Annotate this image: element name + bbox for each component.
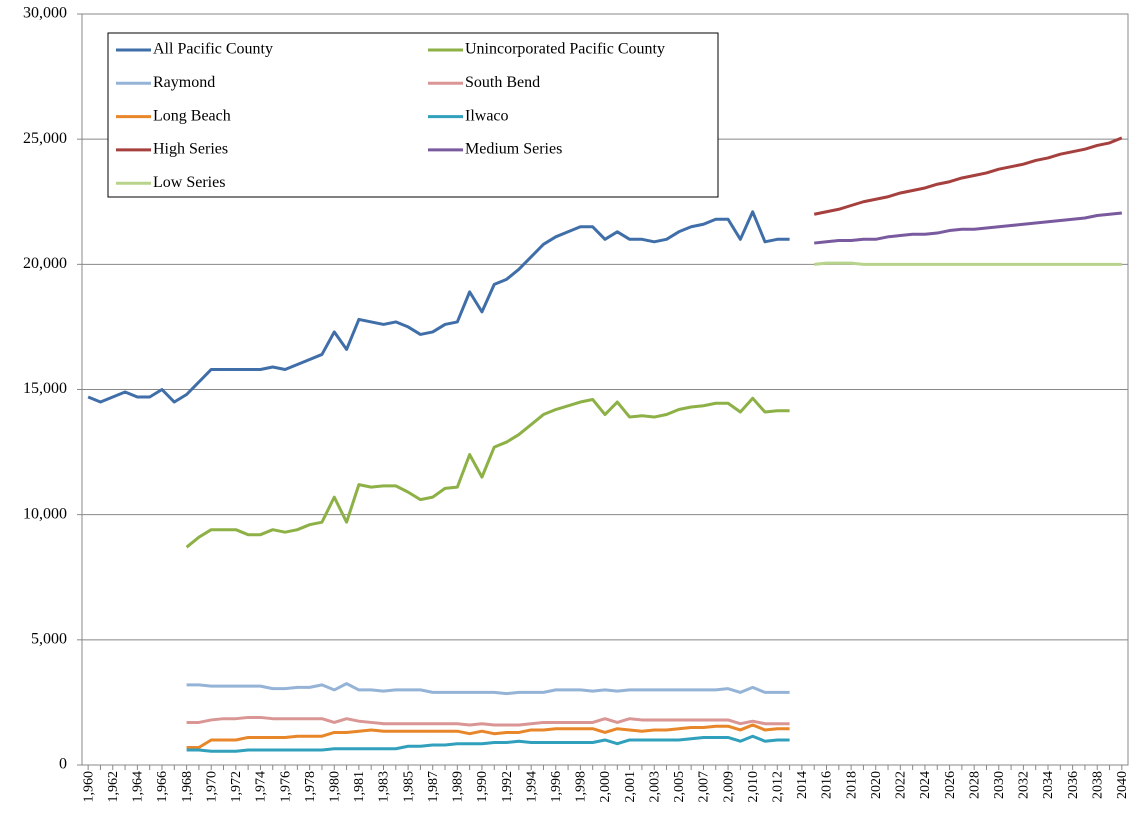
x-tick-label: 1,968	[180, 771, 195, 803]
x-tick-label: 2,001	[623, 771, 638, 803]
legend-label: Ilwaco	[465, 107, 509, 124]
x-tick-label: 2020	[869, 771, 884, 799]
x-tick-label: 1,970	[204, 771, 219, 803]
x-tick-label: 1,998	[574, 771, 589, 803]
x-tick-label: 2030	[992, 771, 1007, 799]
y-tick-label: 0	[59, 756, 67, 773]
x-tick-label: 2038	[1090, 771, 1105, 799]
x-tick-label: 2014	[795, 771, 810, 799]
x-tick-label: 1,992	[500, 771, 515, 803]
x-tick-label: 2034	[1041, 771, 1056, 799]
x-tick-label: 1,962	[106, 771, 121, 803]
legend-box	[107, 32, 719, 198]
x-tick-label: 2,003	[647, 771, 662, 803]
series-line	[186, 715, 790, 727]
x-tick-label: 1,985	[401, 771, 416, 803]
legend-label: South Bend	[465, 74, 540, 91]
legend-label: Unincorporated Pacific County	[465, 41, 665, 58]
series-line	[185, 396, 790, 549]
series-line	[814, 261, 1122, 266]
x-tick-label: 2,009	[721, 771, 736, 803]
x-tick-label: 2024	[918, 771, 933, 799]
x-tick-label: 2,010	[746, 771, 761, 803]
legend-label: High Series	[153, 141, 228, 158]
x-tick-label: 1,974	[254, 771, 269, 803]
x-tick-label: 2026	[943, 771, 958, 799]
x-tick-label: 2,000	[598, 771, 613, 803]
x-tick-label: 2032	[1017, 771, 1032, 799]
x-tick-label: 1,966	[155, 771, 170, 803]
legend-label: Long Beach	[153, 107, 231, 124]
legend-label: Medium Series	[465, 141, 562, 158]
x-tick-label: 1,989	[451, 771, 466, 803]
series-line	[186, 723, 790, 749]
x-tick-label: 2,012	[771, 771, 786, 803]
x-tick-label: 2,007	[697, 771, 712, 803]
x-tick-label: 1,964	[131, 771, 146, 803]
x-tick-label: 2040	[1115, 771, 1130, 799]
x-tick-label: 2022	[894, 771, 909, 799]
legend-label: Raymond	[153, 74, 215, 91]
y-tick-label: 5,000	[31, 631, 67, 648]
legend-label: Low Series	[153, 174, 225, 191]
x-tick-label: 1,981	[352, 771, 367, 803]
legend-label: All Pacific County	[153, 41, 273, 58]
legend: All Pacific County Unincorporated Pacific…	[107, 32, 719, 198]
x-tick-label: 1,990	[475, 771, 490, 803]
x-tick-label: 1,960	[81, 771, 96, 803]
x-tick-label: 2016	[820, 771, 835, 799]
series-line	[186, 682, 790, 696]
x-tick-label: 1,978	[303, 771, 318, 803]
series-line	[813, 136, 1123, 216]
series-line	[186, 734, 790, 753]
x-tick-label: 2,005	[672, 771, 687, 803]
y-tick-label: 15,000	[23, 380, 67, 397]
x-tick-label: 1,976	[278, 771, 293, 803]
y-tick-label: 25,000	[23, 130, 67, 147]
x-tick-label: 2028	[967, 771, 982, 799]
y-tick-label: 10,000	[23, 505, 67, 522]
x-tick-label: 2036	[1066, 771, 1081, 799]
x-tick-label: 1,980	[327, 771, 342, 803]
series-line	[87, 210, 790, 404]
x-tick-label: 1,987	[426, 771, 441, 803]
x-tick-label: 1,994	[524, 771, 539, 803]
x-tick-label: 1,983	[377, 771, 392, 803]
x-tick-label: 1,996	[549, 771, 564, 803]
x-tick-label: 1,972	[229, 771, 244, 803]
x-tick-label: 2018	[844, 771, 859, 799]
y-tick-label: 20,000	[23, 255, 67, 272]
series-line	[814, 211, 1123, 245]
y-tick-label: 30,000	[23, 5, 67, 22]
